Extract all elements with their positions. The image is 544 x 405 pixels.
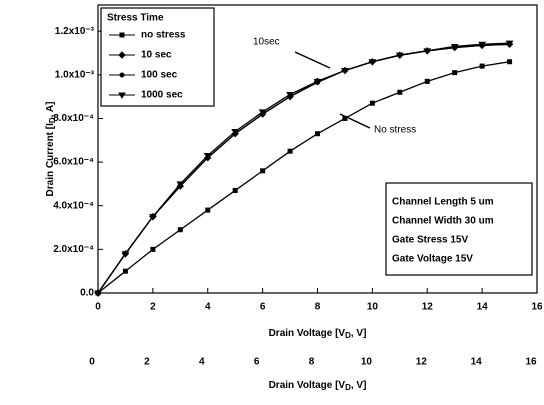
- series-line: [97, 61, 510, 294]
- series-line: [97, 42, 510, 294]
- marker: [286, 91, 294, 99]
- marker: [341, 67, 349, 75]
- x-tick-label: 4: [205, 302, 211, 313]
- marker: [176, 181, 185, 188]
- info-box: [385, 182, 533, 276]
- x-tick-label: 10: [367, 302, 379, 313]
- marker: [118, 92, 126, 99]
- marker: [450, 43, 459, 51]
- marker: [232, 187, 238, 193]
- marker: [369, 100, 375, 106]
- marker: [203, 153, 212, 160]
- y-tick-label: 0.0: [80, 288, 94, 299]
- info-line: Gate Stress 15V: [392, 235, 468, 246]
- x-axis-label-tail: , V]: [351, 380, 367, 391]
- marker: [177, 227, 183, 233]
- info-line: Channel Width 30 um: [392, 216, 494, 227]
- y-axis-label-tail: , A]: [45, 102, 56, 118]
- marker: [479, 63, 485, 69]
- x-tick-label-repeat: 10: [361, 357, 373, 368]
- y-tick-label: 2.0x10⁻⁴: [53, 244, 94, 255]
- x-tick-label: 0: [95, 302, 101, 313]
- y-axis-label-text: Drain Current [I: [45, 123, 56, 197]
- x-tick-label-repeat: 4: [199, 357, 205, 368]
- x-tick-label-repeat: 2: [144, 357, 150, 368]
- x-tick-label: 8: [315, 302, 321, 313]
- marker: [118, 51, 126, 59]
- x-tick-label-repeat: 6: [254, 357, 260, 368]
- y-tick-label: 8.0x10⁻⁴: [53, 113, 94, 124]
- marker: [94, 290, 102, 297]
- marker: [122, 268, 128, 274]
- x-axis-label-sub: D: [345, 383, 351, 392]
- y-tick-label: 6.0x10⁻⁴: [53, 157, 94, 168]
- x-tick-label: 12: [422, 302, 434, 313]
- marker: [150, 246, 156, 252]
- x-tick-label-repeat: 8: [309, 357, 315, 368]
- marker: [205, 207, 211, 213]
- x-axis-label-sub: D: [345, 331, 351, 340]
- legend-label: 1000 sec: [141, 90, 183, 101]
- marker: [258, 109, 267, 116]
- marker: [452, 70, 458, 76]
- x-tick-label-repeat: 16: [525, 357, 537, 368]
- y-tick-label: 4.0x10⁻⁴: [53, 200, 94, 211]
- annotation: No stress: [374, 125, 416, 136]
- marker: [148, 214, 157, 221]
- marker: [315, 131, 320, 137]
- marker: [313, 78, 322, 86]
- x-tick-label: 14: [477, 302, 489, 313]
- marker: [119, 32, 125, 38]
- marker: [478, 41, 487, 49]
- marker: [121, 251, 130, 258]
- y-axis-label-sub: D: [48, 117, 57, 123]
- x-axis-label-repeat: Drain Voltage [VD, V]: [269, 380, 367, 392]
- info-line: Gate Voltage 15V: [392, 254, 473, 265]
- marker: [287, 148, 293, 154]
- marker: [507, 59, 513, 65]
- legend-title: Stress Time: [107, 13, 164, 24]
- annotation-arrow: [339, 113, 371, 129]
- x-tick-label-repeat: 0: [89, 357, 95, 368]
- marker: [397, 89, 403, 95]
- x-axis-label-text: Drain Voltage [V: [269, 380, 346, 391]
- legend-label: 10 sec: [141, 50, 172, 61]
- x-axis-label-text: Drain Voltage [V: [269, 328, 346, 339]
- y-tick-label: 1.2x10⁻³: [55, 26, 95, 37]
- x-tick-label: 16: [531, 302, 543, 313]
- legend-label: no stress: [141, 30, 186, 41]
- marker: [395, 52, 404, 60]
- x-tick-label-repeat: 12: [416, 357, 428, 368]
- info-line: Channel Length 5 um: [392, 197, 494, 208]
- x-axis-label-tail: , V]: [351, 328, 367, 339]
- x-axis-label: Drain Voltage [VD, V]: [269, 328, 367, 340]
- y-tick-label: 1.0x10⁻³: [55, 69, 95, 80]
- marker: [424, 78, 430, 84]
- annotation: 10sec: [253, 37, 280, 48]
- marker: [231, 129, 240, 136]
- legend-box: [100, 7, 215, 107]
- legend-label: 100 sec: [141, 70, 178, 81]
- x-tick-label: 6: [260, 302, 266, 313]
- marker: [368, 59, 377, 66]
- annotation-arrow: [294, 51, 331, 69]
- marker: [260, 168, 266, 174]
- marker: [505, 40, 514, 48]
- marker: [119, 72, 125, 78]
- x-tick-label-repeat: 14: [471, 357, 483, 368]
- x-tick-label: 2: [150, 302, 156, 313]
- marker: [423, 48, 432, 55]
- y-axis-label: Drain Current [ID, A]: [45, 102, 57, 197]
